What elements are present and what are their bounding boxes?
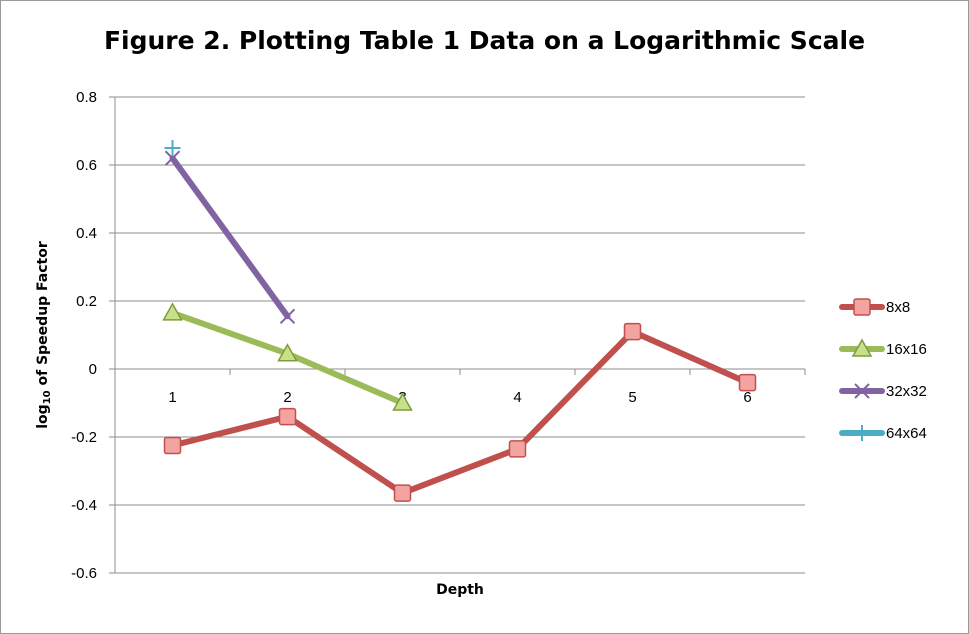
data-point-8x8 [163, 436, 182, 455]
legend-marker-64x64 [854, 425, 870, 441]
legend-label-16x16: 16x16 [886, 341, 927, 358]
series-group [162, 140, 757, 502]
legend-item-64x64: 64x64 [839, 425, 927, 442]
series-line-32x32 [169, 155, 291, 320]
y-tick-label: 0.2 [76, 293, 97, 310]
y-tick-label: -0.4 [71, 497, 97, 514]
legend-label-32x32: 32x32 [886, 383, 927, 400]
x-axis-label: Depth [436, 582, 484, 598]
x-tick-label: 1 [168, 389, 176, 406]
y-tick-label: -0.2 [71, 429, 97, 446]
y-axis: 0.8 0.6 0.4 0.2 0 -0.2 -0.4 -0.6 [71, 89, 116, 582]
legend-marker-32x32 [854, 383, 870, 399]
y-tick-label: -0.6 [71, 565, 97, 582]
data-point-8x8 [508, 440, 527, 458]
legend-marker-16x16 [851, 338, 873, 357]
x-tick-label: 5 [628, 389, 636, 406]
y-tick-label: 0.8 [76, 89, 97, 106]
data-point-8x8 [738, 373, 757, 392]
legend: 8x8 16x16 32x32 64x64 [839, 298, 927, 442]
data-point-16x16 [392, 392, 413, 411]
gridlines [115, 96, 805, 574]
y-tick-label: 0 [89, 361, 97, 378]
legend-item-32x32: 32x32 [839, 383, 927, 400]
data-point-64x64 [164, 140, 181, 156]
legend-label-64x64: 64x64 [886, 425, 927, 442]
legend-marker-8x8 [853, 298, 871, 316]
data-point-32x32 [279, 308, 296, 325]
data-point-16x16 [162, 302, 183, 321]
data-point-8x8 [623, 322, 642, 341]
legend-item-8x8: 8x8 [839, 298, 910, 316]
legend-label-8x8: 8x8 [886, 299, 910, 316]
x-tick-label: 2 [283, 389, 291, 406]
data-point-8x8 [393, 484, 412, 502]
data-point-8x8 [278, 407, 297, 426]
x-tick-label: 6 [743, 389, 751, 406]
y-tick-label: 0.6 [76, 157, 97, 174]
data-point-32x32 [164, 150, 181, 166]
data-point-16x16 [277, 343, 298, 362]
y-tick-label: 0.4 [76, 225, 97, 242]
x-axis: 123456 [114, 369, 806, 406]
legend-item-16x16: 16x16 [839, 338, 927, 358]
series-line-8x8 [169, 328, 751, 497]
x-tick-label: 4 [513, 389, 521, 406]
chart-title: Figure 2. Plotting Table 1 Data on a Log… [103, 26, 866, 55]
